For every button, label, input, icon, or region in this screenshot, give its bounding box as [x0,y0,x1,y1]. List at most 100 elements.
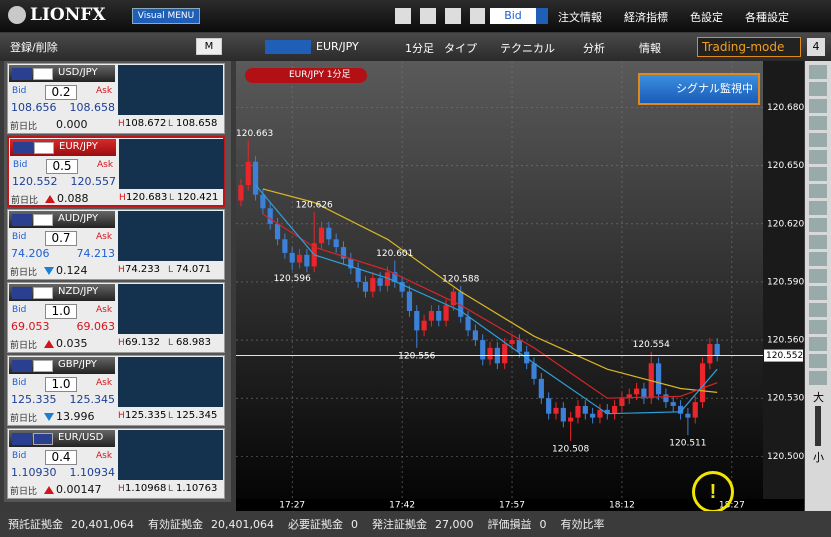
candle-body [480,340,486,360]
price-select[interactable]: Bid [490,8,536,24]
candle-body [362,281,369,292]
change-label: 前日比 [10,414,38,424]
header-item[interactable]: 色設定 [690,11,723,24]
interval[interactable]: 1分足 [405,42,434,55]
price-annotation: 120.588 [442,274,479,284]
technical[interactable]: テクニカル [500,42,555,55]
change-label: 前日比 [10,122,38,132]
footer-value: 20,401,064 [210,517,274,531]
footer-value: 20,401,064 [71,517,134,531]
candle-body [568,417,574,422]
candle-body [655,363,662,395]
candle-body [714,343,720,356]
pair-name: NZD/JPY [58,286,99,297]
mode-button[interactable]: M [196,38,222,55]
candle-body [670,402,676,406]
header-item[interactable]: 各種設定 [745,11,789,24]
select-arrow[interactable] [536,8,548,24]
footer: 預託証拠金 20,401,064 有効証拠金 20,401,064 必要証拠金 0 発注証拠… [0,511,831,537]
tab[interactable]: 4 [807,38,825,56]
tool-icons[interactable] [809,65,827,385]
low: 74.071 [176,264,211,275]
low-label: L [168,265,174,275]
zoom-out[interactable]: 小 [813,451,824,464]
ask-label: Ask [96,378,113,388]
moving-average [262,188,718,393]
current-price-box [764,349,803,362]
axis-bg [763,61,804,499]
y-tick-label: 120.560 [767,336,804,346]
spread: 1.0 [45,377,77,392]
flag [34,142,54,154]
footer-value: 0 [539,517,547,531]
flag [33,68,53,80]
price-annotation: 120.554 [633,340,670,350]
trend-arrow [45,195,55,203]
zoom-in[interactable]: 大 [813,391,824,404]
high: 108.672 [125,118,167,129]
spread: 1.0 [45,304,77,319]
mini-chart [118,211,223,261]
candle-body [318,227,325,244]
pair-row[interactable]: NZD/JPY Bid 1.0 Ask 69.053 69.063 前日比 0.035 H 69.… [7,282,225,353]
pair-row[interactable]: AUD/JPY Bid 0.7 Ask 74.206 74.213 前日比 0.124 H 74.… [7,209,225,280]
mini-chart [118,284,223,334]
candle-body [304,254,310,267]
pair-row[interactable]: USD/JPY Bid 0.2 Ask 108.656 108.658 前日比 0.000 H 1… [7,63,225,134]
candle-body [450,291,457,306]
high: 69.132 [125,337,160,348]
candle-body [590,413,596,418]
pair-select[interactable]: EUR/JPY [316,40,359,53]
high: 125.335 [125,410,167,421]
mini-chart [119,139,224,189]
info[interactable]: 情報 [639,42,661,55]
trading-mode[interactable]: Trading-mode [697,37,801,57]
type[interactable]: タイプ [444,42,477,55]
low-label: L [168,119,174,129]
candle-body [677,405,684,414]
price-annotation: 120.511 [669,439,706,449]
change: 0.00147 [56,483,102,496]
spread: 0.5 [46,159,78,174]
candle-body [238,185,244,201]
candle-body [458,291,464,317]
candle-body [436,311,442,321]
analysis[interactable]: 分析 [583,42,605,55]
zoom-slider[interactable] [815,406,821,446]
ask-price: 108.658 [69,101,116,114]
header-item[interactable]: 経済指標 [624,11,668,24]
y-tick-label: 120.500 [767,452,804,462]
spread: 0.7 [45,231,77,246]
logo: LIONFX [30,5,106,25]
mini-chart [118,65,223,115]
x-tick-label: 17:57 [499,501,525,511]
bid-price: 108.656 [11,101,57,114]
x-tick-label: 17:42 [389,501,415,511]
y-tick-label: 120.650 [767,161,804,171]
high-label: H [119,193,126,203]
header-item[interactable]: 注文情報 [558,11,602,24]
high-label: H [118,484,125,494]
candle-body [553,407,559,414]
ask-label: Ask [96,451,113,461]
header-icons[interactable] [395,8,485,24]
pair-row[interactable]: EUR/JPY Bid 0.5 Ask 120.552 120.557 前日比 0.088 H 1… [7,136,225,207]
candle-body [333,239,339,248]
trend-arrow [44,413,54,421]
footer-label: 発注証拠金 [371,518,427,531]
footer-label: 有効比率 [560,518,605,531]
register[interactable]: 登録/削除 [10,41,58,54]
change: 13.996 [56,410,95,423]
ask-label: Ask [96,305,113,315]
change: 0.000 [56,118,88,131]
pair-row[interactable]: EUR/USD Bid 0.4 Ask 1.10930 1.10934 前日比 0.00147… [7,428,225,499]
chart-panel: 120.680 120.650 120.620 120.590 120.560 120.5… [236,61,804,513]
menu-button[interactable]: Visual MENU [132,8,200,24]
signal-button[interactable]: シグナル監視中 [638,73,760,105]
ask-price: 125.345 [69,393,116,406]
pair-row[interactable]: GBP/JPY Bid 1.0 Ask 125.335 125.345 前日比 13.996 H… [7,355,225,426]
candle-body [428,311,435,321]
change-label: 前日比 [10,341,38,351]
alert-icon[interactable]: ! [692,471,734,513]
